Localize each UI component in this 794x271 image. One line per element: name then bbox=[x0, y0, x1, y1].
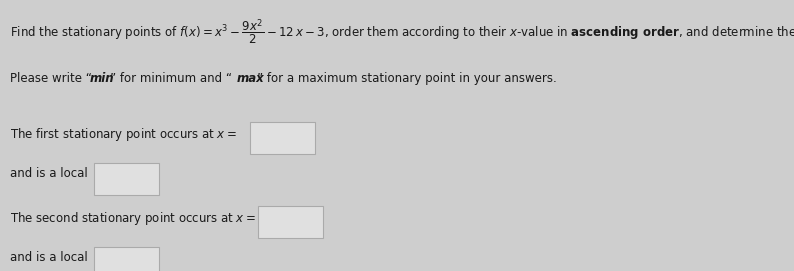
FancyBboxPatch shape bbox=[258, 206, 323, 238]
FancyBboxPatch shape bbox=[250, 122, 315, 154]
Text: The first stationary point occurs at $x=$: The first stationary point occurs at $x=… bbox=[10, 126, 237, 143]
Text: ” for minimum and “: ” for minimum and “ bbox=[110, 72, 232, 85]
Text: Please write “: Please write “ bbox=[10, 72, 91, 85]
Text: The second stationary point occurs at $x=$: The second stationary point occurs at $x… bbox=[10, 210, 255, 227]
Text: min: min bbox=[90, 72, 114, 85]
Text: and is a local: and is a local bbox=[10, 167, 87, 180]
FancyBboxPatch shape bbox=[94, 247, 159, 271]
Text: Find the stationary points of $f(x) = x^3 - \dfrac{9x^2}{2} - 12\,x - 3$, order : Find the stationary points of $f(x) = x^… bbox=[10, 18, 794, 47]
Text: max: max bbox=[237, 72, 264, 85]
FancyBboxPatch shape bbox=[94, 163, 159, 195]
Text: ” for a maximum stationary point in your answers.: ” for a maximum stationary point in your… bbox=[257, 72, 557, 85]
Text: and is a local: and is a local bbox=[10, 251, 87, 264]
